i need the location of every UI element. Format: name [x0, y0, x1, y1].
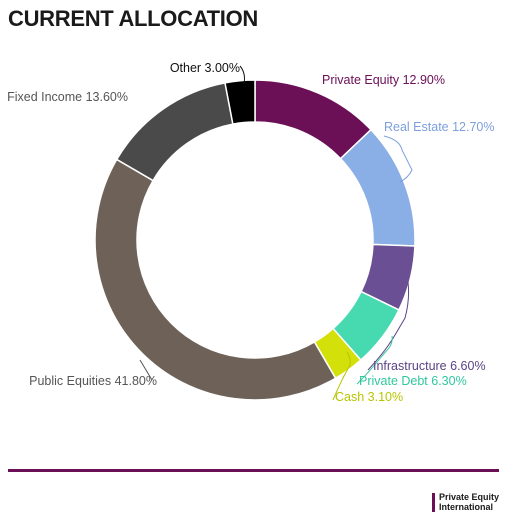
label-bracket-3 — [356, 335, 393, 385]
label-bracket-5 — [139, 359, 153, 381]
slice-label-7: Other 3.00% — [170, 61, 240, 75]
slice-6 — [115, 81, 234, 182]
slice-label-2: Infrastructure 6.60% — [373, 359, 486, 373]
slice-labels: Private Equity 12.90% Real Estate 12.70% I… — [7, 61, 494, 404]
slice-label-3: Private Debt 6.30% — [359, 374, 467, 388]
label-bracket-1 — [383, 135, 413, 183]
label-brackets — [139, 65, 413, 401]
chart-title: CURRENT ALLOCATION — [8, 6, 259, 31]
slice-1 — [339, 128, 416, 247]
donut-slices — [94, 79, 416, 401]
slice-label-1: Real Estate 12.70% — [384, 120, 495, 134]
slice-5 — [94, 158, 337, 401]
slice-7 — [224, 79, 256, 125]
slice-label-0: Private Equity 12.90% — [322, 73, 445, 87]
brand-line-1: Private Equity — [439, 492, 500, 502]
slice-label-5: Public Equities 41.80% — [29, 374, 157, 388]
label-bracket-7 — [239, 65, 245, 85]
brand-line-2: International — [439, 501, 494, 512]
brand-logo: Private Equity International — [432, 492, 500, 512]
label-bracket-4 — [332, 351, 351, 401]
footer-divider — [8, 469, 499, 472]
label-bracket-2 — [367, 281, 410, 371]
slice-label-6: Fixed Income 13.60% — [7, 90, 128, 104]
slice-label-4: Cash 3.10% — [335, 390, 403, 404]
